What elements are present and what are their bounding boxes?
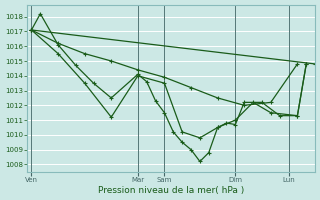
X-axis label: Pression niveau de la mer( hPa ): Pression niveau de la mer( hPa ) xyxy=(98,186,244,195)
